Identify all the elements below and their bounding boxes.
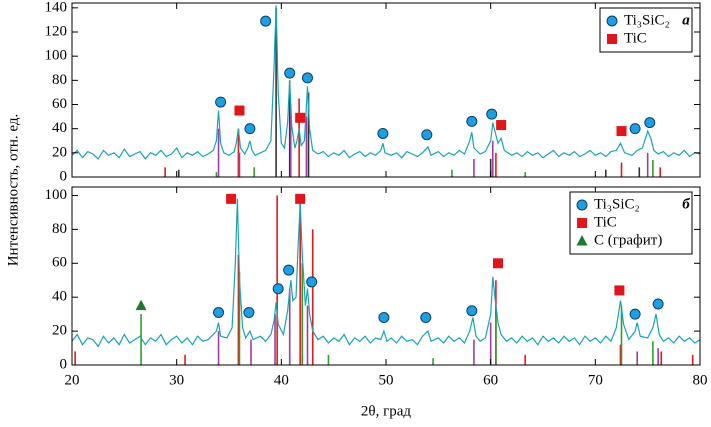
marker-circle [486,108,498,120]
legend-label: Ti₃SiC₂ [624,12,670,28]
marker-square [492,258,503,269]
plot-area [72,195,700,365]
marker-triangle [135,299,147,311]
marker-circle [652,298,664,310]
y-tick-label: 20 [52,144,67,160]
legend-label: Ti₃SiC₂ [594,196,640,212]
y-tick-label: 100 [45,48,68,64]
marker-circle [283,264,295,276]
marker-circle [466,115,478,127]
marker-square [496,120,507,131]
y-tick-label: 20 [52,323,67,339]
marker-circle [629,123,641,135]
marker-square [234,105,245,116]
panel-label: б [682,196,690,212]
x-tick-label: 60 [483,372,498,388]
y-tick-label: 40 [52,289,67,305]
marker-square [614,285,625,296]
marker-circle [421,129,433,141]
marker-circle [466,305,478,317]
marker-circle [644,117,656,129]
marker-square [226,193,237,204]
marker-circle [243,306,255,318]
marker-square [295,193,306,204]
legend-box [599,7,693,53]
y-tick-label: 0 [60,168,68,184]
y-tick-label: 80 [52,221,67,237]
y-tick-label: 100 [45,187,68,203]
y-tick-label: 40 [52,120,67,136]
x-tick-label: 50 [379,372,394,388]
y-tick-label: 60 [52,255,67,271]
legend-symbol [607,34,617,44]
marker-circle [302,72,313,84]
y-tick-label: 120 [45,23,68,39]
marker-circle [260,15,272,27]
y-tick-label: 140 [45,0,68,15]
legend-box [569,191,693,255]
marker-circle [272,283,284,295]
x-tick-label: 70 [588,372,603,388]
x-tick-label: 40 [274,372,289,388]
marker-circle [213,306,225,318]
marker-square [616,126,627,137]
legend-symbol [576,199,588,211]
y-tick-label: 60 [52,96,67,112]
legend-symbol [576,235,588,246]
marker-circle [377,128,389,139]
x-tick-label: 30 [169,372,184,388]
legend-label: C (графит) [594,232,662,248]
x-axis-label: 2θ, град [361,403,411,419]
y-tick-label: 0 [60,356,68,372]
legend-symbol [577,218,587,228]
plot-area [72,5,700,177]
x-tick-label: 80 [693,372,708,388]
marker-circle [378,312,390,324]
marker-circle [629,308,641,320]
marker-circle [215,96,227,108]
marker-circle [244,123,256,135]
panel-label: а [682,12,690,28]
xrd-line [72,5,700,160]
marker-circle [420,312,432,324]
y-tick-label: 80 [52,72,67,88]
legend-label: TiC [594,214,617,230]
legend-symbol [606,15,618,27]
legend-label: TiC [624,30,647,46]
marker-square [295,112,306,123]
x-tick-label: 20 [65,372,80,388]
y-axis-label: Интенсивность, отн. ед. [5,114,21,267]
xrd-line [72,198,700,348]
marker-circle [284,67,296,79]
marker-circle [306,276,318,288]
